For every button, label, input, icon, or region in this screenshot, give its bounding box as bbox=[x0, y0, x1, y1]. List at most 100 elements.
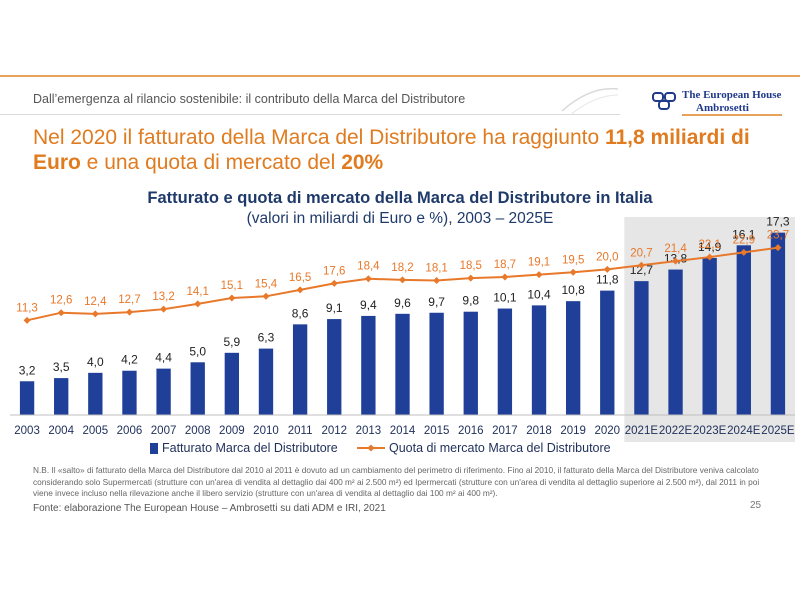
line-value-label: 23,7 bbox=[767, 230, 789, 242]
chart-subtitle: (valori in miliardi di Euro e %), 2003 –… bbox=[246, 210, 554, 227]
line-value-label: 14,1 bbox=[187, 286, 209, 298]
bar bbox=[122, 370, 137, 415]
line-marker bbox=[706, 253, 714, 261]
chart-title: Fatturato e quota di mercato della Marca… bbox=[147, 189, 653, 207]
logo-mark-icon bbox=[652, 92, 676, 110]
bar-value-label: 17,3 bbox=[766, 215, 790, 229]
line-marker bbox=[535, 271, 543, 279]
line-value-label: 13,2 bbox=[152, 291, 174, 303]
bar bbox=[531, 305, 547, 415]
x-tick-label: 2022E bbox=[659, 425, 693, 437]
line-value-label: 12,6 bbox=[50, 295, 72, 307]
bar-value-label: 9,8 bbox=[462, 294, 479, 308]
bar-value-label: 14,9 bbox=[698, 240, 722, 254]
headline-part2: e una quota di mercato del bbox=[80, 151, 342, 174]
line-value-label: 15,1 bbox=[221, 280, 243, 292]
bar-value-label: 9,7 bbox=[428, 295, 445, 309]
logo-line2: Ambrosetti bbox=[696, 102, 749, 114]
bar-value-label: 4,2 bbox=[121, 353, 138, 367]
bar bbox=[736, 245, 751, 415]
x-tick-label: 2015 bbox=[424, 425, 450, 437]
line-marker bbox=[467, 274, 475, 282]
line-value-label: 18,2 bbox=[391, 262, 413, 274]
bar bbox=[668, 269, 683, 415]
line-marker bbox=[57, 309, 65, 317]
bar bbox=[190, 362, 205, 415]
x-tick-label: 2008 bbox=[185, 425, 211, 437]
x-tick-label: 2009 bbox=[219, 425, 245, 437]
bar-value-label: 9,1 bbox=[326, 301, 343, 315]
bar-value-label: 10,4 bbox=[527, 287, 551, 301]
line-marker bbox=[774, 244, 782, 252]
logo-underline bbox=[682, 114, 782, 116]
bar-value-label: 4,4 bbox=[155, 351, 172, 365]
line-value-label: 22,9 bbox=[733, 234, 755, 246]
bar bbox=[54, 378, 69, 415]
line-marker bbox=[194, 300, 202, 308]
line-marker bbox=[569, 268, 577, 276]
line-value-label: 11,3 bbox=[16, 302, 38, 314]
bar bbox=[702, 257, 717, 415]
x-tick-label: 2003 bbox=[14, 425, 40, 437]
line-value-label: 15,4 bbox=[255, 278, 278, 290]
bar-value-label: 6,3 bbox=[258, 331, 275, 345]
x-tick-label: 2021E bbox=[625, 425, 659, 437]
bar bbox=[258, 348, 274, 415]
line-value-label: 12,7 bbox=[118, 294, 140, 306]
line-marker bbox=[672, 257, 680, 265]
combo-chart: 3,2 3,5 4,0 4,2 4,4 5,0 5,9 6,3 8,6 9,1 9,4 9,6 9,7 9… bbox=[10, 215, 795, 455]
slide-subtitle: Dall’emergenza al rilancio sostenibile: … bbox=[33, 92, 466, 106]
bar bbox=[361, 315, 376, 415]
bar bbox=[292, 324, 308, 415]
bar bbox=[224, 352, 240, 415]
slide: Dall’emergenza al rilancio sostenibile: … bbox=[0, 75, 800, 526]
bar-value-label: 10,8 bbox=[561, 283, 585, 297]
bar bbox=[600, 290, 615, 415]
bar bbox=[565, 301, 581, 415]
line-marker bbox=[399, 276, 406, 284]
line-marker bbox=[228, 294, 236, 302]
bar-value-label: 5,9 bbox=[224, 335, 241, 349]
x-tick-label: 2011 bbox=[288, 425, 313, 437]
legend-line-label: Quota di mercato Marca del Distributore bbox=[389, 441, 611, 455]
line-value-label: 17,6 bbox=[323, 265, 345, 277]
bar bbox=[770, 232, 786, 415]
line-value-label: 18,1 bbox=[425, 262, 447, 274]
bar-value-label: 3,2 bbox=[19, 363, 36, 377]
bar-value-label: 9,4 bbox=[360, 298, 377, 312]
line-marker bbox=[91, 310, 99, 318]
bar-value-label: 5,0 bbox=[189, 344, 206, 358]
line-value-label: 18,7 bbox=[494, 259, 516, 271]
headline: Nel 2020 il fatturato della Marca del Di… bbox=[33, 125, 773, 175]
line-marker bbox=[364, 275, 372, 283]
headline-part1: Nel 2020 il fatturato della Marca del Di… bbox=[33, 126, 605, 149]
bar bbox=[156, 368, 171, 415]
bar bbox=[327, 319, 342, 415]
bar-value-label: 16,1 bbox=[732, 227, 756, 241]
x-tick-label: 2005 bbox=[83, 425, 109, 437]
swoosh-decoration bbox=[561, 87, 619, 116]
x-tick-label: 2020 bbox=[594, 425, 620, 437]
headline-bold1: 11,8 miliardi di Euro bbox=[33, 126, 750, 174]
x-tick-label: 2004 bbox=[48, 425, 74, 437]
line-marker bbox=[160, 305, 168, 313]
x-tick-label: 2016 bbox=[458, 425, 484, 437]
line-value-label: 19,1 bbox=[528, 257, 550, 269]
line-marker bbox=[501, 273, 509, 281]
line-value-label: 20,0 bbox=[596, 251, 618, 263]
top-rule bbox=[0, 75, 800, 77]
logo-line1: The European House bbox=[682, 89, 782, 101]
bar bbox=[88, 372, 103, 415]
bar bbox=[497, 308, 513, 415]
line-marker bbox=[637, 261, 645, 269]
x-tick-label: 2018 bbox=[526, 425, 552, 437]
x-tick-label: 2017 bbox=[492, 425, 518, 437]
bar-value-label: 3,5 bbox=[53, 360, 70, 374]
line-marker bbox=[23, 316, 31, 324]
line-marker bbox=[262, 292, 270, 300]
x-tick-label: 2025E bbox=[761, 425, 795, 437]
footnote: N.B. Il «salto» di fatturato della Marca… bbox=[33, 465, 760, 498]
bar bbox=[634, 281, 649, 415]
bar bbox=[463, 311, 478, 415]
header-divider bbox=[0, 114, 620, 115]
